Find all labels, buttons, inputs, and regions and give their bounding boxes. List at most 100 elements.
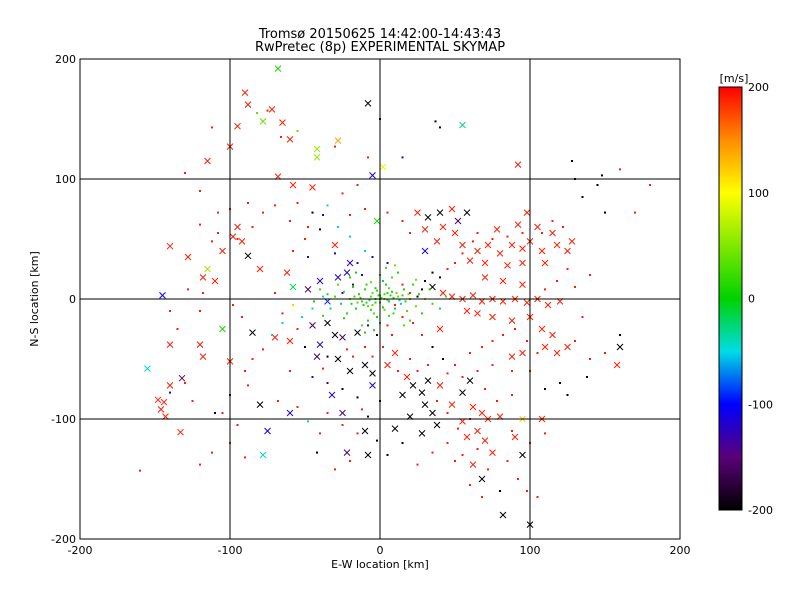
data-point-cross <box>544 301 552 309</box>
data-point-dot <box>359 296 362 299</box>
data-point-dot <box>544 432 546 435</box>
data-point-dot <box>296 202 299 204</box>
data-point-cross <box>309 184 316 191</box>
data-point-cross <box>369 370 376 377</box>
data-point-dot <box>361 408 363 411</box>
data-point-cross <box>459 241 466 249</box>
data-point-dot <box>289 220 291 222</box>
data-point-cross <box>466 377 474 384</box>
data-point-dot <box>355 307 357 310</box>
data-point-dot <box>326 355 329 358</box>
data-point-cross <box>177 428 184 436</box>
data-point-dot <box>536 352 539 354</box>
data-point-dot <box>371 256 374 258</box>
data-point-cross <box>508 317 516 324</box>
data-point-dot <box>382 280 384 282</box>
data-point-dot <box>356 432 359 435</box>
data-point-cross <box>384 361 391 369</box>
data-point-cross <box>504 262 511 269</box>
data-point-dot <box>571 160 573 162</box>
data-point-dot <box>496 400 498 402</box>
data-point-dot <box>370 308 372 311</box>
data-point-dot <box>311 211 314 214</box>
x-tick-label: 0 <box>377 544 384 557</box>
data-point-dot <box>271 334 273 336</box>
data-point-dot <box>401 220 404 222</box>
data-point-cross <box>534 223 541 231</box>
data-point-dot <box>217 232 219 234</box>
data-point-dot <box>559 382 561 384</box>
data-point-cross <box>459 389 466 396</box>
data-point-dot <box>388 314 390 317</box>
data-point-dot <box>373 329 375 332</box>
data-point-dot <box>619 168 621 171</box>
data-point-dot <box>403 324 405 327</box>
data-point-dot <box>383 293 386 296</box>
data-point-dot <box>292 250 294 252</box>
data-point-cross <box>244 101 252 108</box>
data-point-dot <box>316 451 318 454</box>
data-point-cross <box>508 241 516 249</box>
y-tick-label: 200 <box>55 53 76 66</box>
data-point-cross <box>229 233 237 240</box>
data-point-cross <box>339 409 346 417</box>
data-point-cross <box>196 341 204 348</box>
data-point-cross <box>379 163 387 171</box>
data-point-dot <box>202 292 204 294</box>
data-point-dot <box>199 310 201 312</box>
data-point-dot <box>389 294 392 297</box>
data-point-dot <box>371 292 374 294</box>
chart-title: Tromsø 20150625 14:42:00-14:43:43 <box>258 27 501 42</box>
data-point-dot <box>352 355 354 358</box>
data-point-cross <box>466 257 474 264</box>
data-point-dot <box>334 468 336 471</box>
data-point-cross <box>448 401 456 408</box>
data-point-dot <box>334 252 336 255</box>
data-point-dot <box>511 370 513 372</box>
data-point-cross <box>454 217 462 225</box>
data-point-dot <box>350 302 353 305</box>
data-point-cross <box>244 252 252 260</box>
data-point-dot <box>304 346 306 348</box>
data-point-cross <box>361 427 369 435</box>
y-tick-label: 0 <box>69 293 76 306</box>
data-point-dot <box>244 456 246 459</box>
data-point-dot <box>581 316 584 318</box>
data-point-dot <box>487 468 489 471</box>
data-point-cross <box>564 343 571 351</box>
data-point-dot <box>526 340 528 342</box>
data-point-dot <box>446 442 449 444</box>
data-point-dot <box>439 307 441 310</box>
data-point-dot <box>356 301 359 304</box>
data-point-dot <box>364 208 366 210</box>
data-point-cross <box>463 209 471 216</box>
data-point-dot <box>371 355 374 358</box>
data-point-dot <box>262 348 264 351</box>
data-point-cross <box>553 241 561 249</box>
data-point-cross <box>424 214 432 221</box>
data-point-cross <box>514 221 522 228</box>
data-point-dot <box>281 312 284 315</box>
data-point-cross <box>436 325 444 333</box>
data-point-dot <box>521 232 524 234</box>
data-point-dot <box>517 478 519 480</box>
data-point-cross <box>316 277 324 285</box>
data-point-dot <box>415 278 417 281</box>
data-point-dot <box>139 469 141 472</box>
data-point-dot <box>361 324 363 327</box>
data-point-dot <box>431 451 434 454</box>
x-tick-label: -100 <box>218 544 243 557</box>
data-point-dot <box>349 276 351 279</box>
data-point-cross <box>463 433 471 441</box>
data-point-cross <box>564 247 571 255</box>
data-point-dot <box>476 232 479 234</box>
y-tick-label: 100 <box>55 173 76 186</box>
data-point-dot <box>211 240 213 243</box>
data-point-dot <box>349 214 351 216</box>
data-point-cross <box>519 281 526 288</box>
data-point-dot <box>326 412 329 414</box>
data-point-dot <box>446 412 449 414</box>
data-point-dot <box>392 312 395 315</box>
data-point-dot <box>307 226 309 228</box>
data-point-dot <box>604 211 606 214</box>
